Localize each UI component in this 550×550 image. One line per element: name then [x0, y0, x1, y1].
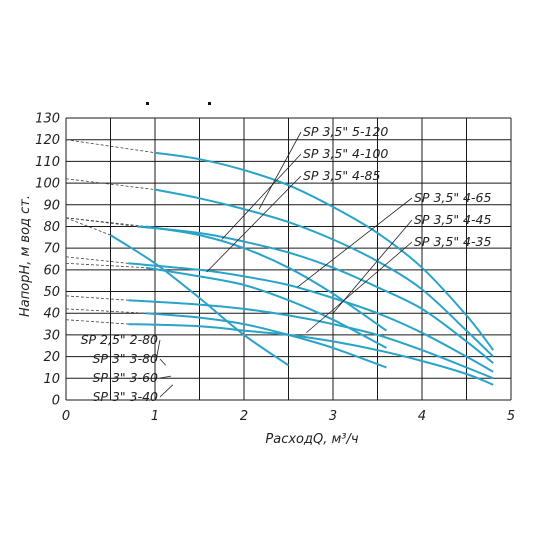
pump-curve — [109, 234, 290, 367]
y-tick-label: 90 — [43, 198, 60, 213]
label-leader-line — [258, 131, 302, 210]
series-label: SP 3,5" 5-120 — [303, 124, 388, 139]
series-label: SP 3" 3-60 — [93, 370, 159, 385]
pump-curve — [146, 312, 387, 369]
shutoff-dash — [65, 256, 129, 264]
shutoff-dash — [65, 217, 111, 236]
label-leader-line — [306, 241, 413, 334]
label-leader-line — [159, 375, 172, 379]
shutoff-dash — [65, 308, 147, 314]
series-label: SP 2,5" 2-80 — [81, 332, 158, 347]
series-label: SP 3" 3-40 — [93, 389, 159, 404]
y-tick-label: 60 — [43, 263, 60, 278]
x-tick-label: 0 — [62, 409, 70, 424]
artifact-dot-2 — [208, 102, 211, 105]
pump-curve — [145, 266, 387, 349]
y-tick-label: 100 — [35, 177, 60, 192]
y-tick-label: 40 — [43, 307, 60, 322]
y-axis-label: НапорH, м вод ст. — [18, 195, 33, 317]
pump-curve — [145, 225, 387, 332]
label-leaders — [156, 131, 413, 398]
y-tick-label: 110 — [35, 155, 60, 170]
pump-curves — [109, 151, 494, 386]
label-leader-line — [206, 175, 302, 273]
series-label: SP 3,5" 4-45 — [414, 212, 491, 227]
artifact-dot-1 — [146, 102, 149, 105]
label-leader-line — [159, 384, 174, 398]
shutoff-dash — [65, 295, 129, 301]
series-label: SP 3,5" 4-85 — [303, 168, 380, 183]
label-leader-line — [221, 153, 302, 240]
shutoff-dash — [65, 262, 147, 269]
series-label: SP 3,5" 4-35 — [414, 234, 491, 249]
y-tick-label: 0 — [52, 394, 60, 409]
x-tick-label: 2 — [240, 409, 248, 424]
x-axis-label: РасходQ, м³/ч — [265, 432, 358, 447]
shutoff-dash — [65, 319, 129, 325]
series-label: SP 3" 3-80 — [93, 351, 159, 366]
pump-curve — [154, 151, 494, 351]
series-labels: SP 3,5" 5-120 SP 3,5" 4-100 SP 3,5" 4-85 SP… — [81, 124, 492, 404]
x-tick-label: 5 — [507, 409, 515, 424]
y-tick-label: 80 — [43, 220, 60, 235]
pump-curve — [154, 188, 494, 358]
y-tick-label: 50 — [43, 285, 60, 300]
shutoff-extensions — [65, 139, 156, 325]
y-tick-label: 70 — [43, 242, 60, 257]
y-tick-label: 120 — [35, 133, 60, 148]
x-tick-label: 4 — [418, 409, 426, 424]
y-tick-label: 130 — [35, 112, 60, 127]
label-leader-line — [159, 358, 166, 366]
label-leader-line — [156, 339, 161, 357]
series-label: SP 3,5" 4-65 — [414, 190, 491, 205]
x-tick-label: 3 — [329, 409, 337, 424]
label-leader-line — [332, 219, 413, 314]
y-tick-label: 20 — [43, 350, 60, 365]
label-leader-line — [297, 197, 413, 288]
x-tick-label: 1 — [151, 409, 159, 424]
pump-curve — [128, 262, 494, 373]
pump-curve — [128, 323, 494, 386]
y-tick-label: 10 — [43, 372, 60, 387]
pump-curve — [128, 299, 494, 380]
y-tick-label: 30 — [43, 328, 60, 343]
shutoff-dash — [65, 217, 147, 227]
series-label: SP 3,5" 4-100 — [303, 146, 388, 161]
pump-curve — [137, 225, 494, 364]
